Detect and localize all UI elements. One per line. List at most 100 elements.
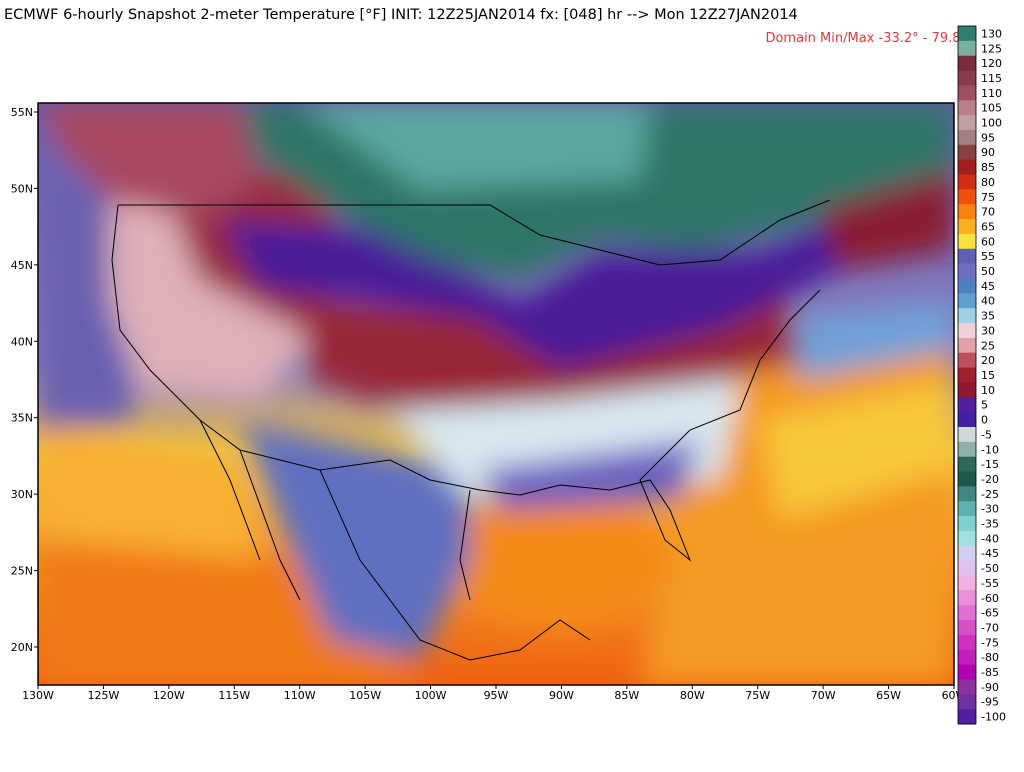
colorbar-label: 10 bbox=[981, 384, 995, 397]
colorbar-label: 130 bbox=[981, 27, 1002, 40]
lon-label: 115W bbox=[218, 689, 250, 702]
colorbar-swatch bbox=[958, 233, 976, 250]
colorbar-swatch bbox=[958, 144, 976, 161]
colorbar-swatch bbox=[958, 649, 976, 666]
colorbar-label: 115 bbox=[981, 72, 1002, 85]
colorbar-swatch bbox=[958, 456, 976, 473]
colorbar-swatch bbox=[958, 501, 976, 517]
title: ECMWF 6-hourly Snapshot 2-meter Temperat… bbox=[4, 7, 798, 23]
colorbar-swatch bbox=[958, 219, 976, 235]
colorbar-swatch bbox=[958, 560, 976, 576]
colorbar-label: 85 bbox=[981, 161, 995, 174]
colorbar-label: 35 bbox=[981, 310, 995, 323]
lat-label: 55N bbox=[11, 106, 33, 119]
colorbar-swatch bbox=[958, 441, 976, 458]
lat-label: 40N bbox=[11, 335, 33, 348]
colorbar-swatch bbox=[958, 412, 976, 428]
lon-label: 75W bbox=[745, 689, 770, 702]
lon-label: 70W bbox=[811, 689, 836, 702]
colorbar-label: -95 bbox=[981, 696, 999, 709]
colorbar-label: 40 bbox=[981, 295, 995, 308]
lat-label: 35N bbox=[11, 412, 33, 425]
colorbar-swatch bbox=[958, 664, 976, 680]
colorbar-label: -25 bbox=[981, 488, 999, 501]
colorbar-label: -20 bbox=[981, 473, 999, 486]
colorbar-swatch bbox=[958, 605, 976, 621]
lon-label: 105W bbox=[349, 689, 381, 702]
lon-label: 110W bbox=[284, 689, 316, 702]
colorbar-label: 50 bbox=[981, 265, 995, 278]
colorbar-swatch bbox=[958, 129, 976, 146]
colorbar-swatch bbox=[958, 575, 976, 591]
colorbar-label: 65 bbox=[981, 220, 995, 233]
colorbar-swatch bbox=[958, 382, 976, 398]
colorbar-label: 110 bbox=[981, 87, 1002, 100]
colorbar-swatch bbox=[958, 516, 976, 532]
colorbar-swatch bbox=[958, 115, 976, 131]
colorbar-swatch bbox=[958, 204, 976, 220]
colorbar-swatch bbox=[958, 55, 976, 72]
colorbar-swatch bbox=[958, 545, 976, 562]
colorbar-swatch bbox=[958, 530, 976, 547]
colorbar-label: -70 bbox=[981, 621, 999, 634]
colorbar-swatch bbox=[958, 426, 976, 443]
colorbar-label: 70 bbox=[981, 206, 995, 219]
lat-label: 30N bbox=[11, 488, 33, 501]
lon-label: 100W bbox=[415, 689, 447, 702]
colorbar-swatch bbox=[958, 620, 976, 636]
colorbar-label: 0 bbox=[981, 414, 988, 427]
colorbar-label: 105 bbox=[981, 102, 1002, 115]
lon-label: 65W bbox=[876, 689, 901, 702]
colorbar-label: 30 bbox=[981, 324, 995, 337]
colorbar-label: 20 bbox=[981, 354, 995, 367]
colorbar-swatch bbox=[958, 486, 976, 502]
colorbar-swatch bbox=[958, 70, 976, 86]
colorbar-label: 5 bbox=[981, 399, 988, 412]
colorbar-label: 90 bbox=[981, 146, 995, 159]
colorbar-swatch bbox=[958, 352, 976, 369]
colorbar-swatch bbox=[958, 337, 976, 354]
colorbar-label: -40 bbox=[981, 532, 999, 545]
colorbar-label: -35 bbox=[981, 518, 999, 531]
colorbar: 1301251201151101051009590858075706560555… bbox=[957, 25, 1006, 725]
lon-label: 90W bbox=[549, 689, 574, 702]
lon-label: 85W bbox=[614, 689, 639, 702]
colorbar-swatch bbox=[958, 471, 976, 487]
colorbar-swatch bbox=[958, 159, 976, 176]
colorbar-label: -30 bbox=[981, 503, 999, 516]
lon-label: 130W bbox=[22, 689, 54, 702]
colorbar-label: -90 bbox=[981, 681, 999, 694]
colorbar-label: 25 bbox=[981, 339, 995, 352]
colorbar-swatch bbox=[958, 308, 976, 324]
colorbar-label: -50 bbox=[981, 562, 999, 575]
colorbar-swatch bbox=[958, 590, 976, 606]
colorbar-label: -65 bbox=[981, 607, 999, 620]
colorbar-label: 125 bbox=[981, 42, 1002, 55]
colorbar-swatch bbox=[958, 397, 976, 413]
colorbar-label: -100 bbox=[981, 711, 1006, 724]
colorbar-label: -45 bbox=[981, 547, 999, 560]
colorbar-swatch bbox=[958, 100, 976, 116]
colorbar-swatch bbox=[958, 189, 976, 205]
axis-labels: 55N 50N 45N 40N 35N 30N 25N 20N 130W 125W 120W 115W… bbox=[11, 106, 967, 702]
lat-label: 50N bbox=[11, 182, 33, 195]
colorbar-swatch bbox=[958, 85, 976, 101]
colorbar-swatch bbox=[958, 26, 976, 42]
colorbar-swatch bbox=[958, 263, 976, 279]
colorbar-label: -60 bbox=[981, 592, 999, 605]
colorbar-label: 15 bbox=[981, 369, 995, 382]
colorbar-label: 45 bbox=[981, 280, 995, 293]
colorbar-label: -55 bbox=[981, 577, 999, 590]
colorbar-swatch bbox=[958, 323, 976, 339]
colorbar-swatch bbox=[958, 634, 976, 651]
lon-label: 95W bbox=[484, 689, 509, 702]
lat-label: 25N bbox=[11, 565, 33, 578]
colorbar-label: -75 bbox=[981, 636, 999, 649]
colorbar-label: -80 bbox=[981, 651, 999, 664]
colorbar-swatch bbox=[958, 709, 976, 725]
colorbar-swatch bbox=[958, 278, 976, 294]
colorbar-swatch bbox=[958, 367, 976, 383]
colorbar-swatch bbox=[958, 40, 976, 57]
